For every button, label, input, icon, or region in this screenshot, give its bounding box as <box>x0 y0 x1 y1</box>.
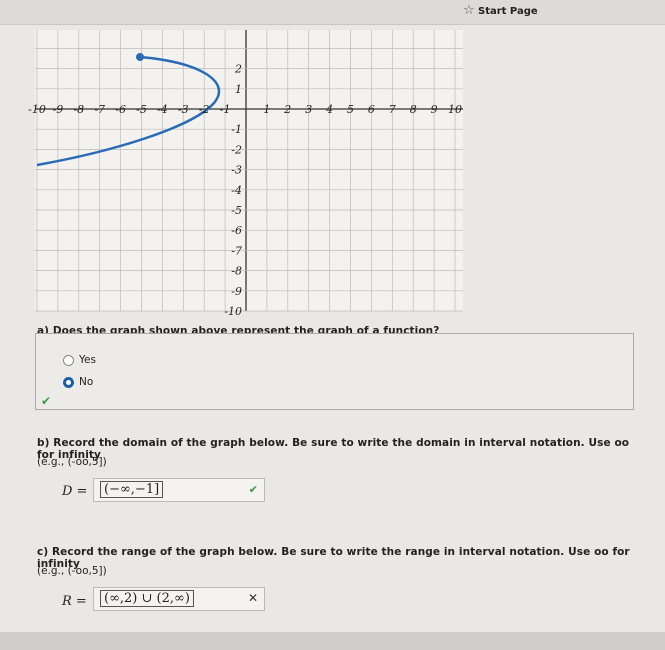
x-tick-label: 3 <box>305 103 312 116</box>
star-icon[interactable]: ☆ <box>463 3 475 18</box>
y-tick-label: -3 <box>231 164 242 177</box>
radio-no[interactable] <box>63 377 74 388</box>
option-no[interactable]: No <box>79 376 94 388</box>
example-c: (e.g., (-oo,5]) <box>37 565 107 577</box>
x-tick-label: -4 <box>157 103 168 116</box>
curve-endpoint <box>136 53 144 61</box>
tick-labels: -10 -9 -8 -7 -6 -5 -4 -3 -2 -1 1 2 3 4 5 6 7 8 9 1021-1-2-3… <box>28 63 462 318</box>
curve <box>36 55 221 167</box>
x-tick-label: 7 <box>389 103 396 116</box>
x-tick-label: 2 <box>283 103 291 116</box>
x-tick-label: 5 <box>347 103 354 116</box>
range-label: R = <box>62 594 87 609</box>
y-tick-label: -5 <box>231 204 242 217</box>
x-tick-label: -1 <box>220 103 231 116</box>
taskbar <box>0 632 665 650</box>
incorrect-x: ✕ <box>247 591 258 605</box>
y-tick-label: -4 <box>231 184 242 197</box>
y-tick-label: -2 <box>231 143 242 156</box>
x-tick-label: 10 <box>448 103 462 116</box>
start-page-link[interactable]: Start Page <box>478 6 538 17</box>
x-tick-label: -7 <box>94 103 105 116</box>
y-tick-label: -6 <box>231 224 242 237</box>
x-tick-label: 6 <box>368 103 375 116</box>
y-tick-label: 2 <box>234 63 242 76</box>
range-input[interactable]: (∞,2) ∪ (2,∞) ✕ <box>93 587 265 611</box>
correct-check: ✔ <box>41 394 52 408</box>
grid <box>35 30 463 312</box>
y-tick-label: -1 <box>231 123 242 136</box>
example-b: (e.g., (-oo,5]) <box>37 456 107 468</box>
x-tick-label: -9 <box>53 103 64 116</box>
x-tick-label: 4 <box>325 103 333 116</box>
domain-input[interactable]: (−∞,−1] ✔ <box>93 478 265 502</box>
x-tick-label: 1 <box>263 103 270 116</box>
graph: -10 -9 -8 -7 -6 -5 -4 -3 -2 -1 1 2 3 4 5 6 7 8 9 1021-1-2-3… <box>28 30 463 318</box>
x-tick-label: -10 <box>28 103 46 116</box>
answer-box-a: Yes No ✔ <box>35 333 634 410</box>
x-tick-label: 9 <box>431 103 438 116</box>
domain-label: D = <box>62 484 88 499</box>
y-tick-label: -8 <box>231 265 242 278</box>
x-tick-label: -8 <box>73 103 84 116</box>
graph-background <box>35 30 463 311</box>
browser-bar <box>0 0 665 25</box>
x-tick-label: -2 <box>199 103 210 116</box>
y-tick-label: 1 <box>235 83 242 96</box>
x-tick-label: -3 <box>178 103 189 116</box>
y-tick-label: -7 <box>231 244 242 257</box>
x-tick-label: -5 <box>136 103 147 116</box>
option-yes[interactable]: Yes <box>79 354 96 366</box>
question-c: c) Record the range of the graph below. … <box>37 546 630 570</box>
range-answer: (∞,2) ∪ (2,∞) <box>100 590 194 607</box>
radio-yes[interactable] <box>63 355 74 366</box>
y-tick-label: -9 <box>231 285 242 298</box>
x-tick-label: -6 <box>115 103 126 116</box>
correct-check: ✔ <box>248 483 258 496</box>
domain-answer: (−∞,−1] <box>100 481 164 498</box>
question-b: b) Record the domain of the graph below.… <box>37 437 630 461</box>
x-tick-label: 8 <box>410 103 417 116</box>
y-tick-label: -10 <box>224 305 242 318</box>
